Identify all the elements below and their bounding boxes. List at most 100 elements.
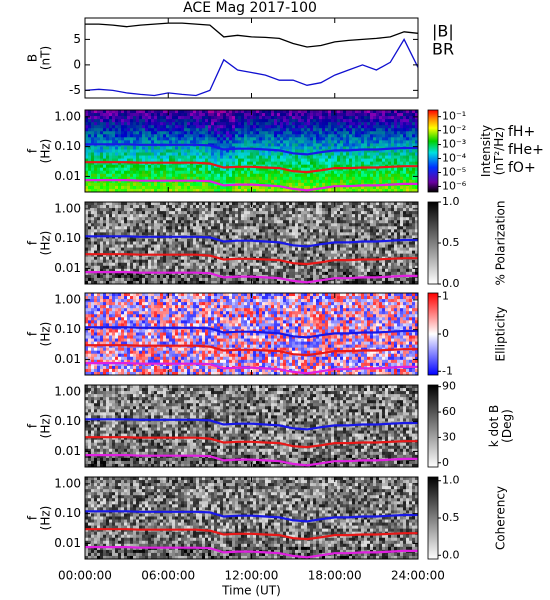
spectrogram-cell (139, 167, 143, 172)
spectrogram-cell (190, 122, 194, 126)
spectrogram-cell (394, 170, 398, 175)
spectrogram-cell (172, 149, 176, 153)
spectrogram-cell (409, 128, 413, 132)
spectrogram-cell (352, 113, 356, 117)
spectrogram-cell (409, 113, 413, 117)
spectrogram-cell (208, 223, 212, 227)
spectrogram-cell (145, 152, 149, 156)
spectrogram-cell (355, 119, 359, 123)
spectrogram-cell (310, 229, 314, 233)
spectrogram-cell (250, 119, 254, 123)
spectrogram-cell (298, 143, 302, 147)
spectrogram-cell (202, 208, 206, 212)
spectrogram-cell (370, 155, 374, 159)
spectrogram-cell (328, 113, 332, 117)
spectrogram-cell (253, 116, 257, 120)
spectrogram-cell (121, 182, 125, 187)
spectrogram-cell (118, 188, 122, 193)
spectrogram-cell (199, 220, 203, 224)
spectrogram-cell (100, 161, 104, 166)
spectrogram-cell (310, 146, 314, 150)
spectrogram-cell (193, 223, 197, 227)
spectrogram-cell (133, 226, 137, 230)
spectrogram-cell (139, 173, 143, 178)
spectrogram-cell (121, 247, 125, 251)
spectrogram-cell (118, 211, 122, 215)
spectrogram-cell (196, 152, 200, 156)
spectrogram-cell (361, 170, 365, 175)
spectrogram-cell (220, 241, 224, 245)
spectrogram-cell (181, 149, 185, 153)
spectrogram-cell (298, 176, 302, 181)
spectrogram-cell (256, 158, 260, 163)
spectrogram-cell (340, 182, 344, 187)
spectrogram-cell (160, 128, 164, 132)
spectrogram-cell (232, 128, 236, 132)
spectrogram-cell (190, 128, 194, 132)
spectrogram-cell (388, 232, 392, 236)
spectrogram-cell (118, 137, 122, 141)
spectrogram-cell (286, 116, 290, 120)
spectrogram-cell (103, 125, 107, 129)
spectrogram-cell (271, 226, 275, 230)
spectrogram-cell (124, 229, 128, 233)
spectrogram-cell (355, 179, 359, 184)
spectrogram-cell (133, 208, 137, 212)
spectrogram-cell (289, 232, 293, 236)
spectrogram-cell (301, 238, 305, 242)
spectrogram-cell (406, 119, 410, 123)
spectrogram-cell (328, 223, 332, 227)
spectrogram-cell (85, 131, 89, 135)
spectrogram-cell (172, 220, 176, 224)
spectrogram-cell (88, 170, 92, 175)
spectrogram-cell (316, 247, 320, 251)
spectrogram-cell (286, 238, 290, 242)
spectrogram-cell (259, 220, 263, 224)
spectrogram-cell (331, 179, 335, 184)
spectrogram-cell (196, 134, 200, 138)
spectrogram-cell (262, 110, 266, 114)
spectrogram-cell (229, 140, 233, 144)
spectrogram-cell (322, 134, 326, 138)
spectrogram-cell (184, 217, 188, 221)
spectrogram-cell (139, 149, 143, 153)
spectrogram-cell (127, 238, 131, 242)
spectrogram-cell (328, 143, 332, 147)
spectrogram-cell (121, 205, 125, 209)
spectrogram-cell (292, 238, 296, 242)
spectrogram-cell (235, 176, 239, 181)
spectrogram-cell (286, 119, 290, 123)
spectrogram-cell (253, 244, 257, 248)
spectrogram-cell (172, 125, 176, 129)
spectrogram-cell (217, 152, 221, 156)
spectrogram-cell (376, 122, 380, 126)
spectrogram-cell (292, 122, 296, 126)
spectrogram-cell (304, 229, 308, 233)
spectrogram-cell (247, 137, 251, 141)
spectrogram-cell (223, 152, 227, 156)
spectrogram-cell (376, 229, 380, 233)
spectrogram-cell (166, 188, 170, 193)
spectrogram-cell (163, 131, 167, 135)
spectrogram-cell (307, 110, 311, 114)
spectrogram-cell (196, 113, 200, 117)
spectrogram-cell (295, 161, 299, 166)
spectrogram-cell (268, 131, 272, 135)
spectrogram-cell (124, 253, 128, 258)
spectrogram-cell (91, 214, 95, 218)
spectrogram-cell (214, 128, 218, 132)
spectrogram-cell (286, 110, 290, 114)
spectrogram-cell (394, 232, 398, 236)
spectrogram-cell (307, 217, 311, 221)
spectrogram-cell (301, 119, 305, 123)
spectrogram-cell (358, 238, 362, 242)
spectrogram-cell (307, 128, 311, 132)
spectrogram-cell (118, 182, 122, 187)
spectrogram-cell (250, 137, 254, 141)
spectrogram-cell (346, 125, 350, 129)
spectrogram-cell (247, 161, 251, 166)
spectrogram-cell (157, 131, 161, 135)
spectrogram-cell (331, 250, 335, 255)
spectrogram-cell (352, 211, 356, 215)
spectrogram-cell (139, 176, 143, 181)
